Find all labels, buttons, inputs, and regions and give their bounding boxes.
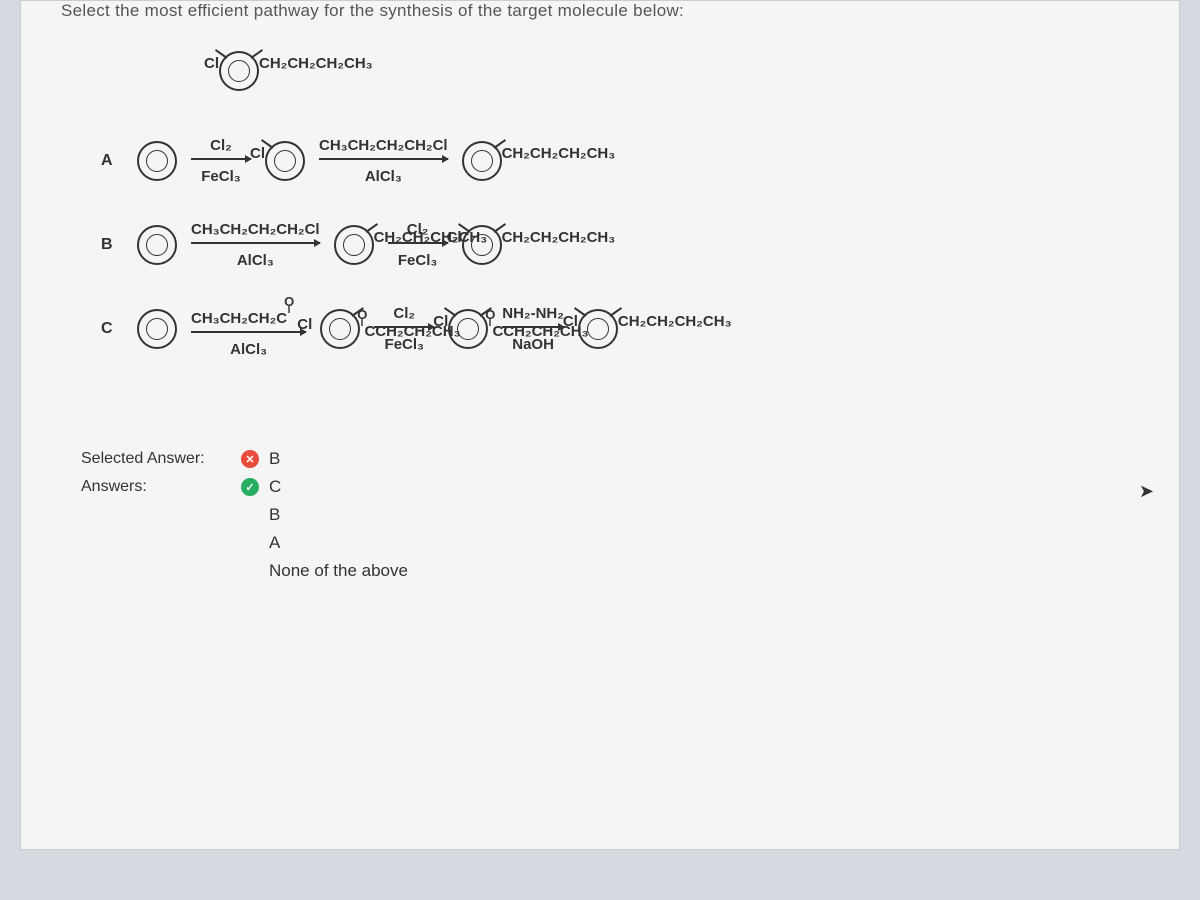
- substituent: Cl: [433, 313, 448, 330]
- selected-answer-value: B: [269, 449, 280, 469]
- target-left-sub: Cl: [204, 55, 219, 72]
- reagent: FeCl₃: [201, 168, 240, 185]
- arrow-icon: [388, 242, 448, 244]
- incorrect-icon: ✕: [241, 450, 259, 468]
- substituent: Cl: [447, 229, 462, 246]
- reagent: AlCl₃: [230, 341, 267, 358]
- answer-option: B: [269, 505, 280, 525]
- arrow-icon: [502, 326, 564, 328]
- carbonyl-icon: [287, 300, 291, 327]
- reagent: FeCl₃: [398, 252, 437, 269]
- reagent: AlCl₃: [365, 168, 402, 185]
- target-molecule: Cl CH₂CH₂CH₂CH₃: [211, 51, 1139, 91]
- benzene-icon: [137, 225, 177, 265]
- correct-icon: ✓: [241, 478, 259, 496]
- carbonyl-icon: [488, 313, 492, 340]
- arrow-icon: [374, 326, 434, 328]
- carbonyl-icon: [360, 313, 364, 340]
- choice-b-row[interactable]: B CH₃CH₂CH₂CH₂Cl AlCl₃ CH₂CH₂CH₂CH₃ Cl₂ …: [101, 215, 1139, 275]
- target-right-sub: CH₂CH₂CH₂CH₃: [259, 55, 373, 72]
- arrow-icon: [191, 158, 251, 160]
- substituent: Cl: [250, 145, 265, 162]
- reagent: CH₃CH₂CH₂CH₂Cl: [191, 221, 320, 238]
- reagent: CH₃CH₂CH₂C Cl: [191, 300, 306, 327]
- benzene-icon: [137, 309, 177, 349]
- selected-answer-label: Selected Answer:: [81, 450, 241, 468]
- choice-a-row[interactable]: A Cl₂ FeCl₃ Cl CH₃CH₂CH₂CH₂Cl AlCl₃ CH₂C…: [101, 131, 1139, 191]
- answers-header-row: Answers: ✓ C: [81, 477, 1139, 497]
- cursor-icon: ➤: [1139, 481, 1154, 502]
- reagent: Cl₂: [210, 137, 232, 154]
- substituent: CH₂CH₂CH₂CH₃: [502, 229, 616, 246]
- answer-option: None of the above: [269, 561, 408, 581]
- substituent: CH₂CH₂CH₂CH₃: [502, 145, 616, 162]
- reagent: CH₃CH₂CH₂CH₂Cl: [319, 137, 448, 154]
- answer-option: C: [269, 477, 281, 497]
- substituent: Cl: [563, 313, 578, 330]
- choice-c-row[interactable]: C CH₃CH₂CH₂C Cl AlCl₃ CCH₂CH₂CH₃ Cl₂ FeC…: [101, 299, 1139, 359]
- selected-answer-row: Selected Answer: ✕ B: [81, 449, 1139, 469]
- arrow-icon: [319, 158, 448, 160]
- substituent: CH₂CH₂CH₂CH₃: [618, 313, 732, 330]
- choice-letter: A: [101, 152, 129, 170]
- choice-letter: B: [101, 236, 129, 254]
- choice-letter: C: [101, 320, 129, 338]
- text: CH₃CH₂CH₂C: [191, 310, 287, 327]
- arrow-icon: [191, 242, 320, 244]
- arrow-icon: [191, 331, 306, 333]
- answers-label: Answers:: [81, 478, 241, 496]
- benzene-icon: [137, 141, 177, 181]
- question-prompt: Select the most efficient pathway for th…: [61, 1, 1139, 21]
- answer-option: A: [269, 533, 280, 553]
- reagent: AlCl₃: [237, 252, 274, 269]
